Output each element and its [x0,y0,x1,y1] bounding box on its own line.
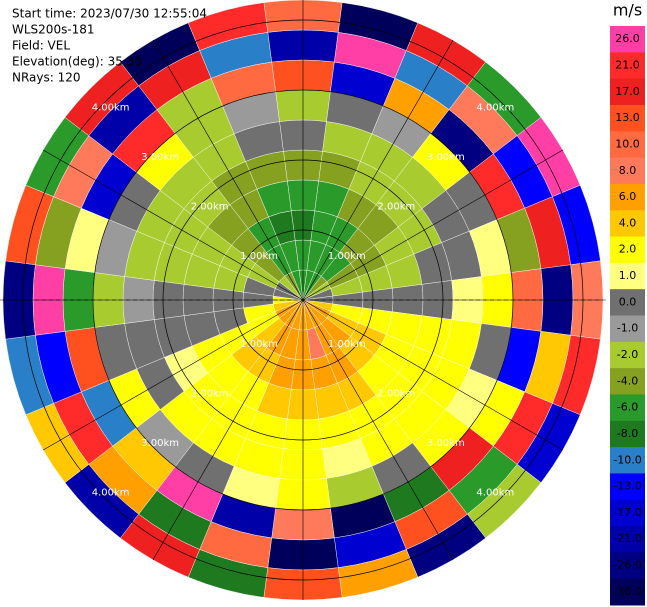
colorbar-label: 1.0 [619,269,637,282]
info-text: Start time: 2023/07/30 12:55:04 [12,7,207,21]
colorbar-label: -13.0 [613,480,641,493]
ring-label: 1.00km [328,339,366,350]
colorbar-band [610,236,645,264]
ring-label: 1.00km [240,339,278,350]
colorbar-band [610,499,645,527]
colorbar-label: -21.0 [613,532,641,545]
ring-label: 3.00km [427,152,465,163]
colorbar-label: 10.0 [615,137,640,150]
colorbar: m/s 26.0 21.0 17.0 13.0 10.0 8.0 6.0 4.0 2.0 1.0 0.… [610,1,645,606]
info-text: NRays: 120 [12,71,81,85]
info-text: Field: VEL [12,39,70,53]
colorbar-label: -10.0 [613,453,641,466]
radial-line [152,299,304,560]
ring-label: 2.00km [377,388,415,399]
ring-label: 2.00km [191,388,229,399]
colorbar-title: m/s [613,1,642,20]
radial-line [43,299,304,451]
colorbar-label: 21.0 [615,58,640,71]
colorbar-band [610,183,645,211]
colorbar-label: -30.0 [613,585,641,598]
colorbar-label: -1.0 [617,322,638,335]
info-text: WLS200s-181 [12,23,95,37]
colorbar-label: 17.0 [615,85,640,98]
colorbar-band [610,157,645,185]
colorbar-label: -2.0 [617,348,638,361]
radial-line [43,149,304,301]
colorbar-label: -26.0 [613,559,641,572]
ring-label: 4.00km [92,487,130,498]
colorbar-label: 0.0 [619,295,637,308]
colorbar-label: -17.0 [613,506,641,519]
colorbar-band [610,578,645,606]
colorbar-band [610,289,645,316]
range-ring [162,159,444,441]
radial-line [152,40,304,301]
range-ring [22,19,584,581]
radial-line [302,299,563,451]
colorbar-label: -6.0 [617,401,638,414]
overlay: 1.00km 1.00km 1.00km 1.00km 2.00km 2.00km 2.00… [0,0,606,600]
radial-line [302,149,563,301]
colorbar-label: 2.0 [619,243,637,256]
colorbar-band [610,368,645,395]
colorbar-label: 4.0 [619,216,637,229]
colorbar-label: -4.0 [617,374,638,387]
ring-label: 3.00km [427,438,465,449]
ring-label: 2.00km [191,202,229,213]
field-cell [187,2,268,51]
ring-label: 4.00km [92,103,130,114]
colorbar-label: -8.0 [617,427,638,440]
info: Start time: 2023/07/30 12:55:04 WLS200s-1… [12,7,207,85]
colorbar-band [610,447,645,474]
colorbar-band [610,552,645,580]
colorbar-band [610,52,645,80]
info-text: Elevation(deg): 35.30 [12,55,142,69]
ring-label: 4.00km [476,103,514,114]
colorbar-label: 13.0 [615,111,640,124]
ring-label: 1.00km [240,251,278,262]
colorbar-band [610,78,645,106]
ring-label: 4.00km [476,487,514,498]
range-ring [232,229,374,371]
radial-line [302,40,454,301]
colorbar-band [610,210,645,238]
colorbar-band [610,526,645,553]
colorbar-band [610,26,645,53]
ring-label: 2.00km [377,202,415,213]
colorbar-band [610,341,645,369]
radial-line [302,299,454,560]
colorbar-label: 26.0 [615,32,640,45]
colorbar-band [610,394,645,422]
colorbar-band [610,420,645,448]
colorbar-band [610,104,645,132]
colorbar-label: 8.0 [619,164,637,177]
ring-label: 3.00km [141,152,179,163]
ring-label: 3.00km [141,438,179,449]
colorbar-band [610,262,645,290]
ring-label: 1.00km [328,251,366,262]
colorbar-band [610,131,645,159]
colorbar-band [610,315,645,343]
colorbar-band [610,473,645,501]
colorbar-label: 6.0 [619,190,637,203]
range-ring [92,89,514,511]
